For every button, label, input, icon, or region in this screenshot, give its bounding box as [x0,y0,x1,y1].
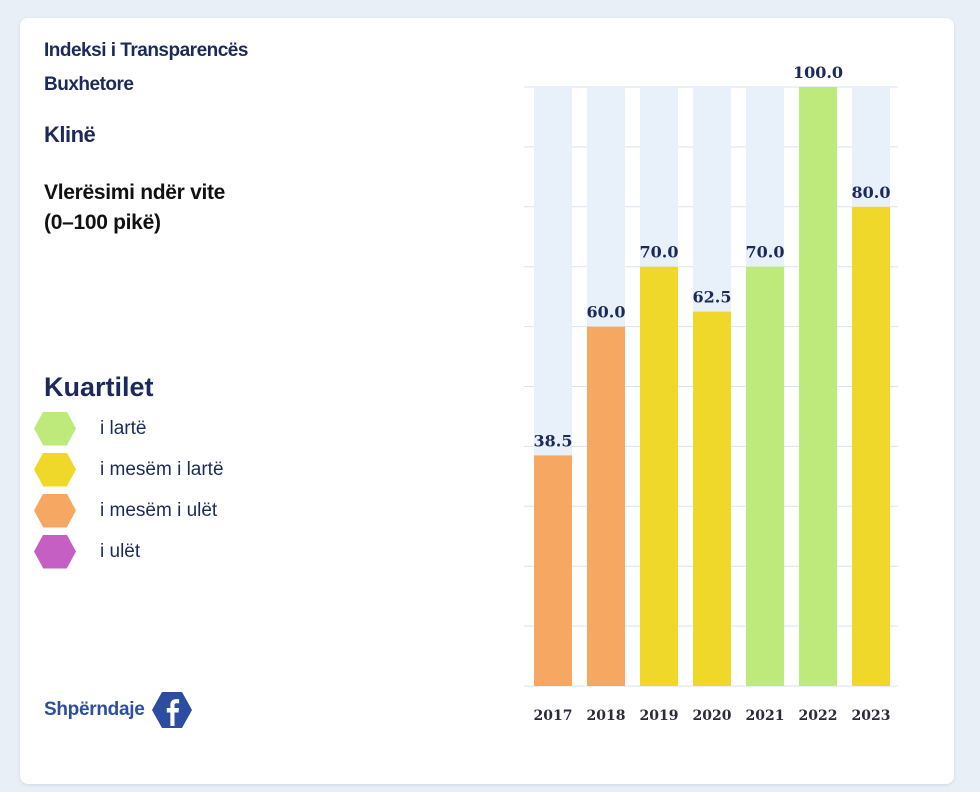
share-button[interactable]: Shpërndaje [44,690,193,730]
x-tick-label: 2017 [534,708,573,724]
chart-subtitle: Vlerësimi ndër vite (0–100 pikë) [44,178,344,238]
data-label: 38.5 [534,431,573,450]
chart-card [20,18,954,784]
facebook-icon[interactable] [152,690,193,730]
bar-2017[interactable] [534,455,572,686]
bar-2021[interactable] [746,266,784,686]
hexagon-icon [34,452,76,487]
x-tick-label: 2018 [587,708,626,724]
municipality-name: Klinë [44,122,96,147]
hexagon-icon [34,493,76,528]
data-label: 62.5 [693,288,732,307]
data-label: 100.0 [793,63,843,82]
hexagon-icon [34,411,76,446]
x-tick-label: 2023 [852,708,891,724]
legend-label: i lartë [100,417,147,439]
subtitle-line-2: (0–100 pikë) [44,211,161,234]
data-label: 70.0 [746,243,785,262]
hexagon-icon [34,534,76,569]
bar-2019[interactable] [640,266,678,686]
legend-item-low: i ulët [34,531,224,572]
legend-label: i mesëm i lartë [100,458,224,480]
bar-2023[interactable] [852,206,890,687]
legend-item-upper-middle: i mesëm i lartë [34,449,224,490]
x-tick-label: 2021 [746,708,785,724]
legend-item-high: i lartë [34,408,224,449]
data-label: 80.0 [852,183,891,202]
bar-2018[interactable] [587,326,625,686]
legend-item-lower-middle: i mesëm i ulët [34,490,224,531]
bar-2020[interactable] [693,311,731,686]
subtitle-line-1: Vlerësimi ndër vite [44,181,226,204]
x-tick-label: 2019 [640,708,679,724]
legend: i lartë i mesëm i lartë i mesëm i ulët i… [34,408,224,572]
data-label: 70.0 [640,243,679,262]
bars: 38.5 2017 60.0 2018 70.0 2019 62.5 2020 70.0 2021… [534,63,891,724]
x-tick-label: 2020 [693,708,732,724]
index-title: Indeksi i Transparencës Buxhetore [44,40,248,95]
legend-title: Kuartilet [44,372,154,402]
bar-2022[interactable] [799,87,837,686]
x-tick-label: 2022 [799,708,838,724]
legend-label: i mesëm i ulët [100,499,218,521]
share-label: Shpërndaje [44,699,145,720]
legend-label: i ulët [100,540,141,562]
data-label: 60.0 [587,303,626,322]
